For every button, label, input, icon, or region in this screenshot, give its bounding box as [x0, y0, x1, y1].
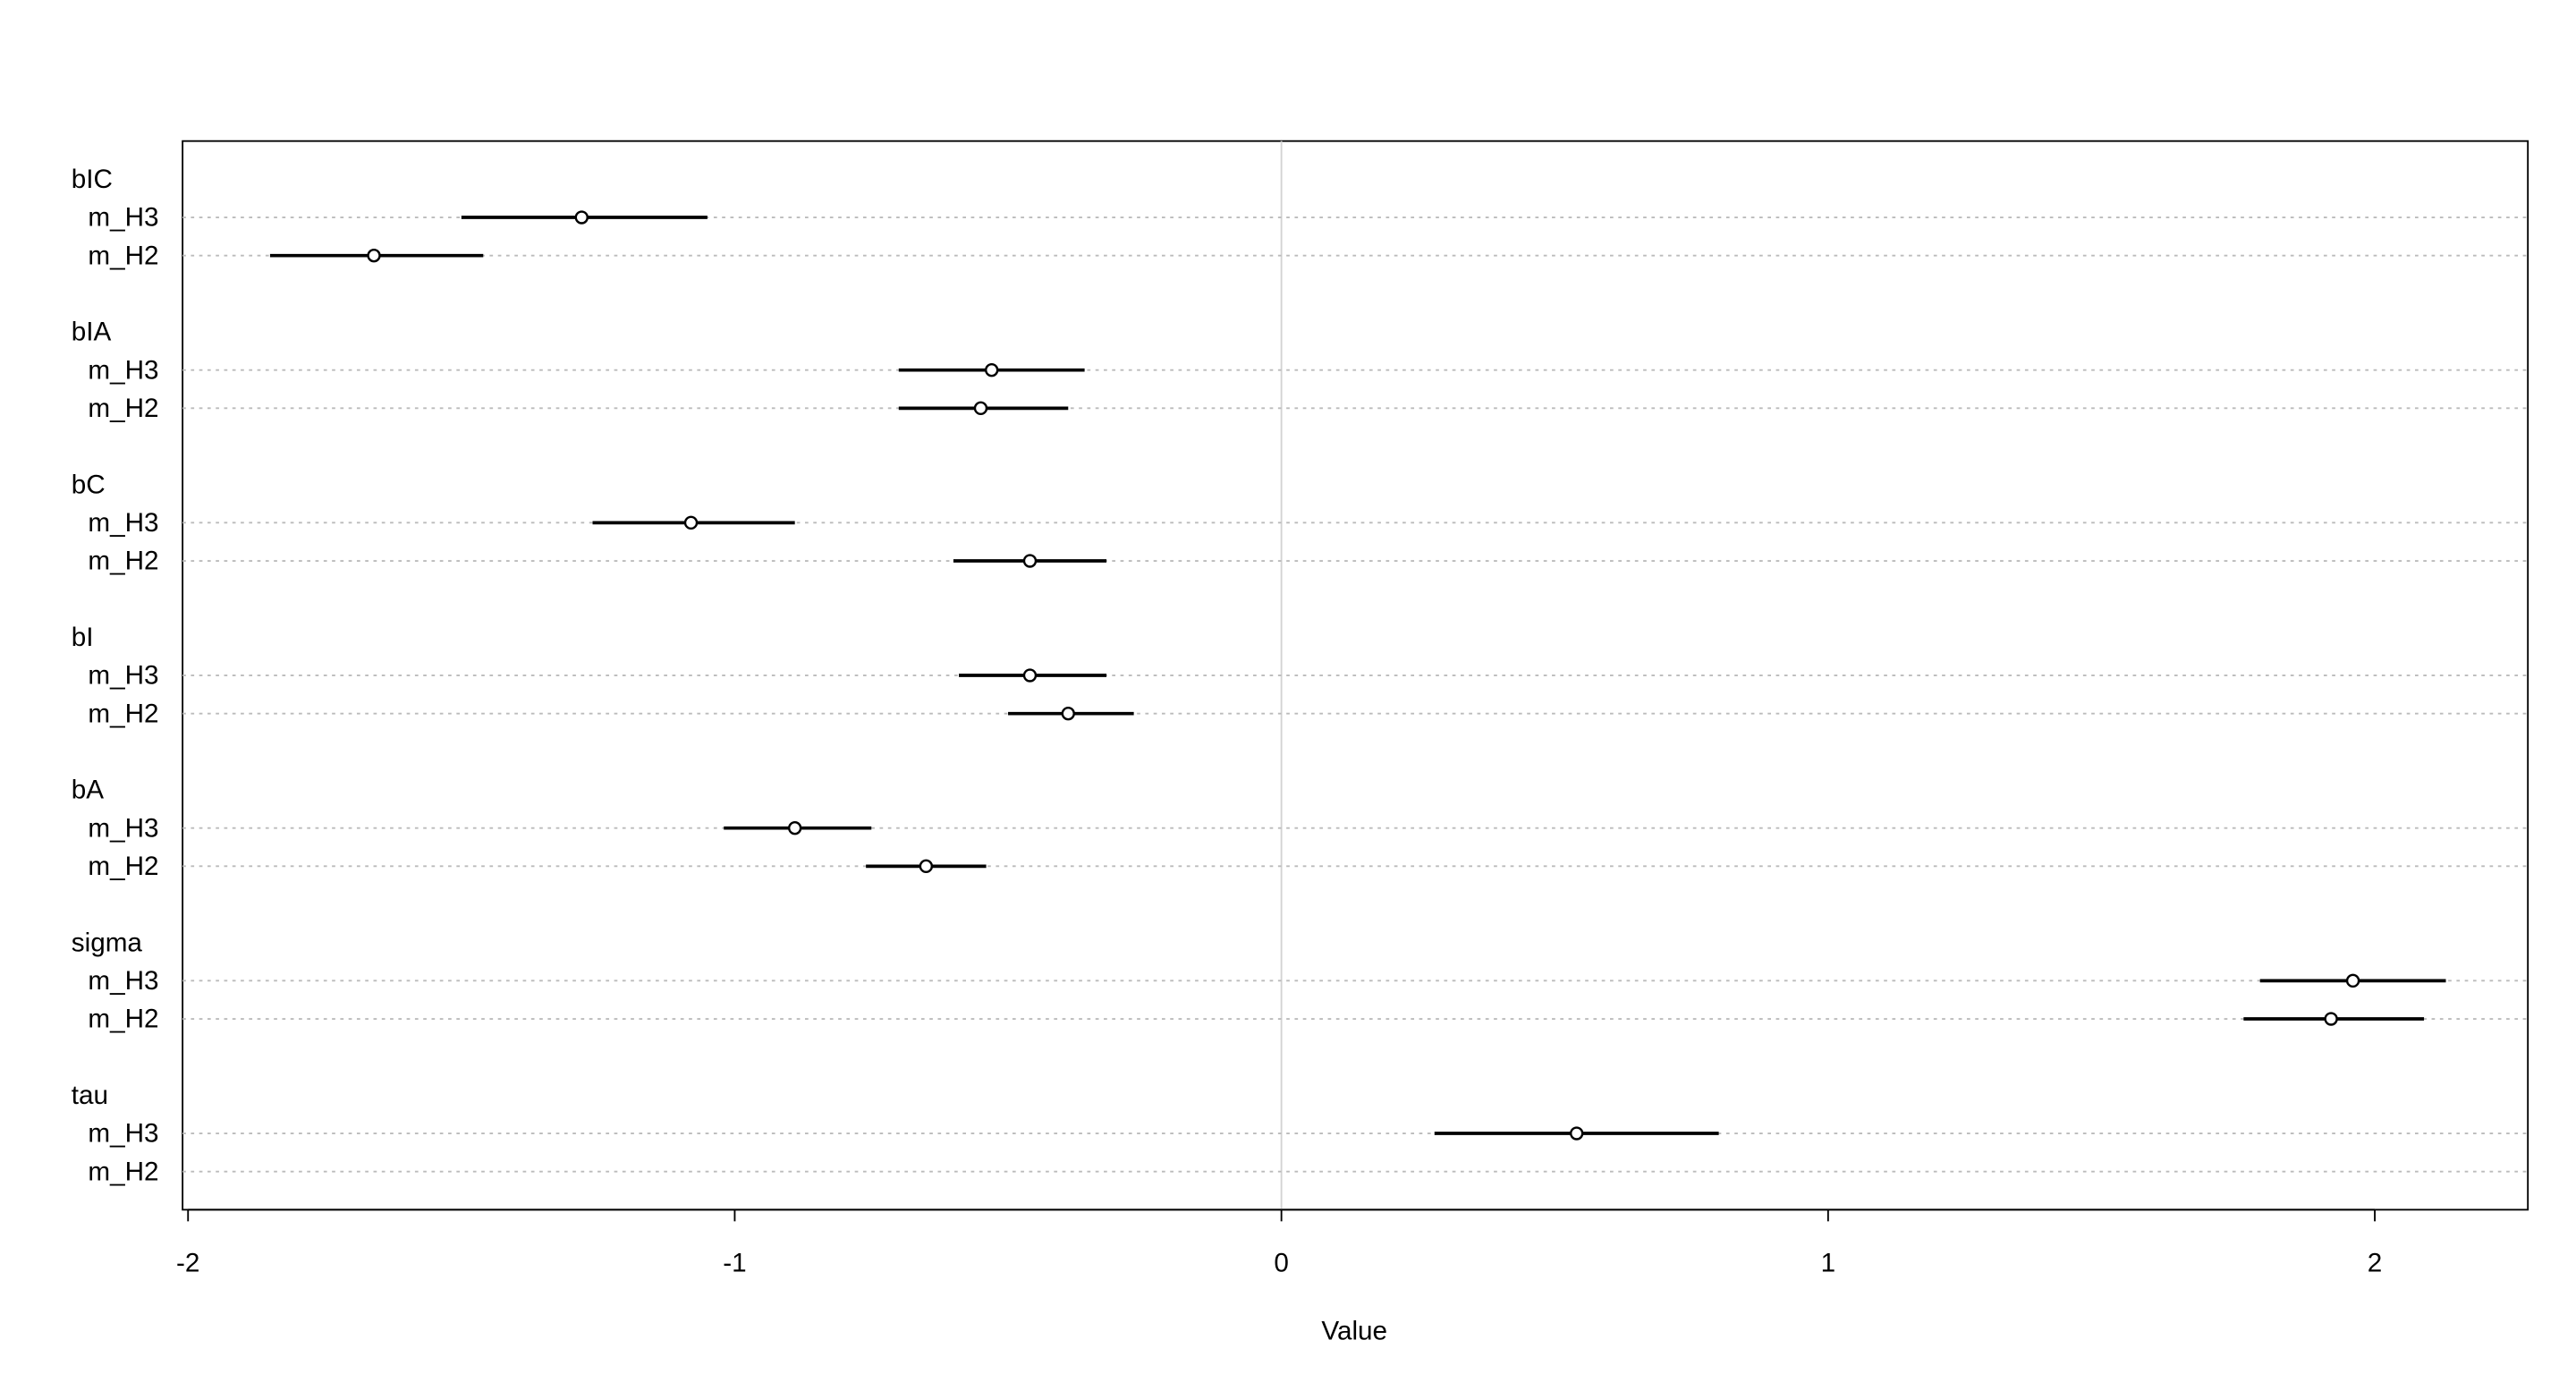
point-estimate — [1022, 554, 1038, 568]
point-estimate — [2324, 1012, 2338, 1026]
series-label: m_H2 — [88, 241, 158, 270]
point-estimate — [1569, 1126, 1584, 1141]
x-tick-label: 2 — [2368, 1248, 2383, 1277]
group-label: sigma — [72, 928, 143, 957]
x-axis-label: Value — [1321, 1316, 1387, 1345]
point-estimate — [973, 401, 988, 416]
series-label: m_H3 — [88, 355, 158, 385]
point-estimate — [574, 210, 589, 225]
series-label: m_H2 — [88, 547, 158, 576]
series-label: m_H3 — [88, 661, 158, 691]
x-tick-label: -1 — [723, 1248, 746, 1277]
point-estimate — [367, 248, 381, 263]
series-label: m_H3 — [88, 966, 158, 996]
group-label: bIC — [72, 165, 113, 194]
point-estimate — [2345, 973, 2360, 988]
series-label: m_H3 — [88, 1119, 158, 1149]
group-label: bC — [72, 470, 106, 499]
point-estimate — [787, 820, 802, 835]
group-label: tau — [72, 1081, 108, 1110]
series-label: m_H2 — [88, 852, 158, 881]
group-label: bIA — [72, 318, 112, 347]
point-estimate — [683, 515, 699, 530]
x-tick-label: -2 — [176, 1248, 199, 1277]
x-tick-label: 1 — [1821, 1248, 1836, 1277]
point-estimate — [919, 859, 934, 874]
series-label: m_H2 — [88, 1157, 158, 1186]
point-estimate — [985, 362, 999, 377]
point-estimate — [1061, 706, 1075, 721]
series-label: m_H3 — [88, 508, 158, 538]
series-label: m_H3 — [88, 813, 158, 843]
x-tick-label: 0 — [1274, 1248, 1289, 1277]
group-label: bI — [72, 623, 94, 652]
series-label: m_H2 — [88, 699, 158, 728]
series-label: m_H2 — [88, 394, 158, 423]
group-label: bA — [72, 776, 105, 805]
point-estimate — [1022, 668, 1038, 683]
series-label: m_H2 — [88, 1005, 158, 1034]
series-label: m_H3 — [88, 203, 158, 233]
